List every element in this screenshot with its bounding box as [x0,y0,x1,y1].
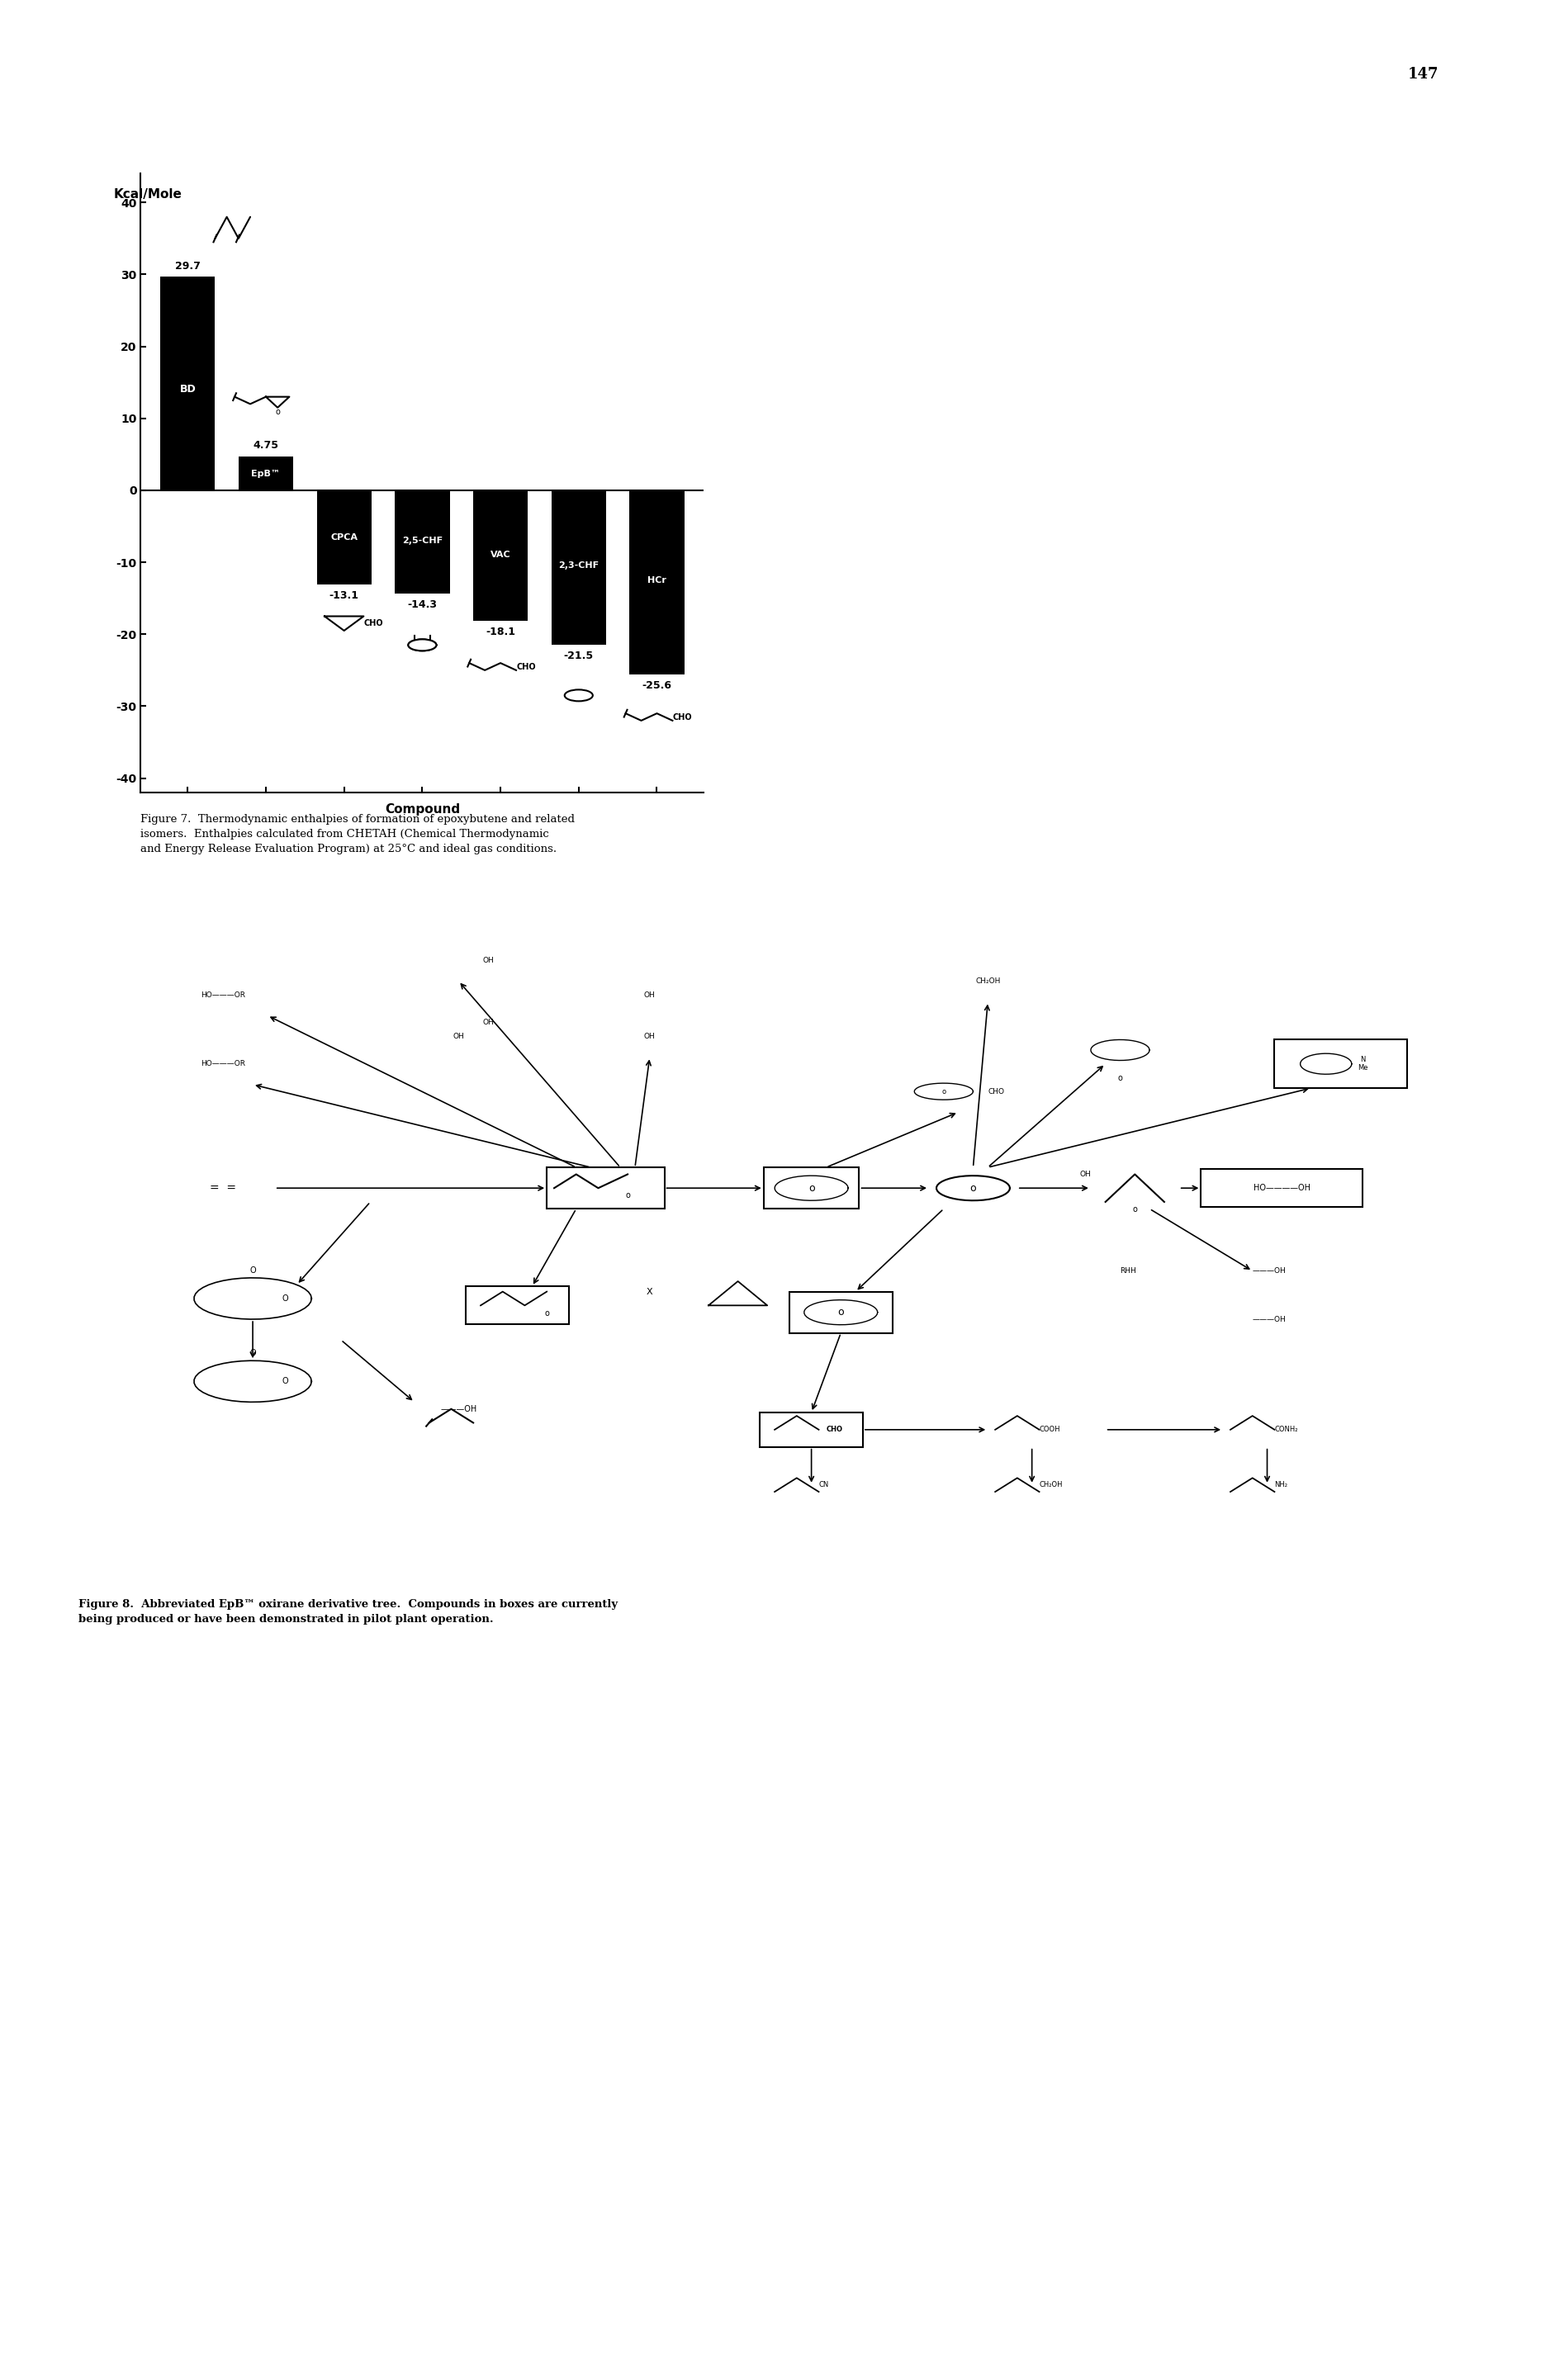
Text: -13.1: -13.1 [328,590,360,602]
Text: CONH₂: CONH₂ [1275,1426,1298,1433]
Text: Figure 8.  Abbreviated EpB™ oxirane derivative tree.  Compounds in boxes are cur: Figure 8. Abbreviated EpB™ oxirane deriv… [78,1599,618,1626]
Bar [547,1169,665,1209]
Text: O: O [250,1349,256,1357]
Text: OH: OH [1079,1171,1090,1178]
Text: o: o [970,1183,976,1192]
Text: -14.3: -14.3 [407,600,438,609]
Text: CHO: CHO [673,714,691,721]
Text: EpB™: EpB™ [252,469,280,478]
Text: o: o [838,1307,845,1319]
Bar [552,490,607,645]
Text: CN: CN [820,1480,829,1488]
Text: HO————OH: HO————OH [1253,1183,1311,1192]
Text: OH: OH [644,990,655,1000]
Text: Kcal/Mole: Kcal/Mole [113,188,181,200]
Bar [238,457,294,490]
Text: N
Me: N Me [1358,1057,1368,1071]
Ellipse shape [565,690,593,702]
X-axis label: Compound: Compound [385,804,460,816]
Text: O: O [282,1295,288,1302]
Text: COOH: COOH [1038,1426,1060,1433]
Text: o: o [544,1309,549,1316]
Text: CHO: CHO [988,1088,1004,1095]
Bar [790,1292,893,1333]
Text: OH: OH [644,1033,655,1040]
Text: ———OH: ———OH [441,1404,477,1414]
Text: CH₂OH: CH₂OH [976,978,1001,985]
Text: NH₂: NH₂ [1275,1480,1287,1488]
Text: o: o [942,1088,946,1095]
Text: 2,5-CHF: 2,5-CHF [402,536,443,545]
Text: O: O [250,1266,256,1273]
Text: ———OH: ———OH [1253,1316,1286,1323]
Text: HO———OR: HO———OR [202,1059,246,1069]
Text: RHH: RHH [1120,1266,1137,1276]
Text: -21.5: -21.5 [563,650,594,662]
Text: o: o [1132,1204,1137,1214]
Text: o: o [1118,1073,1123,1083]
Text: 29.7: 29.7 [175,262,200,271]
Text: X: X [646,1288,652,1295]
Text: O: O [282,1378,288,1385]
Text: -18.1: -18.1 [485,626,516,638]
Text: HCr: HCr [647,576,666,585]
Text: 147: 147 [1408,67,1439,81]
Ellipse shape [408,640,436,650]
Text: BD: BD [180,383,196,395]
Text: CHO: CHO [516,662,535,671]
Text: OH: OH [454,1033,465,1040]
Text: OH: OH [482,1019,494,1026]
Bar [394,490,450,593]
Bar [472,490,527,621]
Bar [763,1169,859,1209]
Text: 4.75: 4.75 [253,440,278,452]
Text: CPCA: CPCA [330,533,358,540]
Text: HO———OR: HO———OR [202,990,246,1000]
Text: OH: OH [482,957,494,964]
Bar [629,490,683,674]
Text: o: o [275,407,280,416]
Text: VAC: VAC [490,550,511,559]
Bar [316,490,371,585]
Bar [1275,1040,1408,1088]
Text: o: o [626,1192,630,1200]
Text: CH₂OH: CH₂OH [1038,1480,1064,1488]
Text: CHO: CHO [363,619,383,628]
Text: Figure 7.  Thermodynamic enthalpies of formation of epoxybutene and related
isom: Figure 7. Thermodynamic enthalpies of fo… [141,814,576,854]
Text: =  =: = = [210,1183,236,1195]
Text: -25.6: -25.6 [641,681,673,690]
Bar [1201,1169,1362,1207]
Bar [760,1411,863,1447]
Bar [466,1288,569,1323]
Text: ———OH: ———OH [1253,1266,1286,1276]
Text: o: o [809,1183,815,1192]
Text: CHO: CHO [826,1426,843,1433]
Text: 2,3-CHF: 2,3-CHF [558,562,599,571]
Bar [160,276,214,490]
